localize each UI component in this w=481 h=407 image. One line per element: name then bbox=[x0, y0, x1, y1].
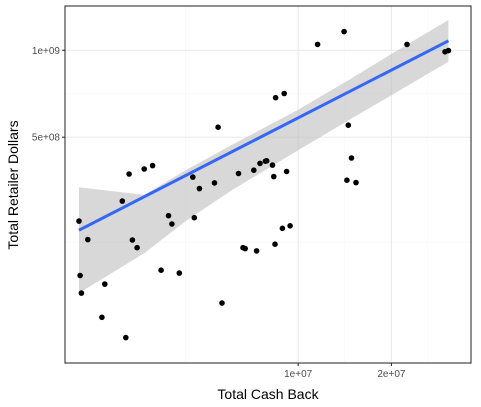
data-point bbox=[196, 185, 203, 192]
data-point bbox=[119, 198, 126, 204]
data-point bbox=[219, 300, 225, 306]
data-point bbox=[78, 290, 85, 296]
data-point bbox=[165, 212, 172, 219]
data-point bbox=[102, 281, 108, 287]
x-axis-title: Total Cash Back bbox=[217, 386, 319, 402]
data-point bbox=[445, 47, 452, 54]
data-point bbox=[77, 272, 83, 279]
x-tick-label: 2e+07 bbox=[377, 369, 406, 380]
data-point bbox=[123, 334, 129, 341]
data-point bbox=[141, 166, 147, 172]
data-point bbox=[344, 177, 350, 183]
data-point bbox=[149, 162, 156, 169]
data-point bbox=[272, 241, 278, 247]
data-point bbox=[281, 90, 288, 97]
x-axis: 1e+07 2e+07 bbox=[284, 363, 406, 380]
data-point bbox=[263, 158, 270, 164]
data-point bbox=[279, 225, 286, 232]
data-point bbox=[314, 41, 321, 48]
data-point bbox=[76, 218, 82, 224]
data-point bbox=[126, 171, 132, 177]
panel-border bbox=[64, 5, 472, 364]
data-point bbox=[345, 122, 352, 128]
data-point bbox=[269, 162, 276, 168]
data-point bbox=[341, 28, 347, 35]
data-point bbox=[257, 160, 263, 167]
data-point bbox=[211, 180, 218, 186]
data-point bbox=[251, 167, 257, 173]
data-point bbox=[99, 314, 105, 321]
data-point bbox=[272, 94, 279, 101]
data-point bbox=[191, 214, 198, 221]
data-points bbox=[76, 28, 452, 341]
y-tick-label: 5e+08 bbox=[32, 133, 61, 144]
y-axis: 5e+08 1e+09 bbox=[32, 46, 65, 144]
data-point bbox=[190, 174, 196, 180]
data-point bbox=[129, 237, 136, 243]
data-point bbox=[85, 236, 91, 243]
trend-line bbox=[78, 39, 450, 232]
data-point bbox=[235, 170, 242, 177]
data-point bbox=[134, 244, 140, 251]
data-point bbox=[271, 173, 277, 180]
data-point bbox=[169, 221, 175, 227]
data-point bbox=[348, 155, 355, 161]
data-point bbox=[253, 248, 260, 254]
data-point bbox=[287, 223, 293, 229]
data-point bbox=[242, 245, 248, 252]
data-point bbox=[158, 267, 164, 274]
data-point bbox=[283, 168, 290, 175]
y-tick-label: 1e+09 bbox=[32, 46, 61, 57]
data-point bbox=[353, 179, 359, 186]
data-point bbox=[176, 270, 183, 276]
data-point bbox=[215, 124, 221, 130]
y-axis-title: Total Retailer Dollars bbox=[5, 120, 21, 249]
x-tick-label: 1e+07 bbox=[284, 369, 313, 380]
data-point bbox=[404, 41, 410, 48]
